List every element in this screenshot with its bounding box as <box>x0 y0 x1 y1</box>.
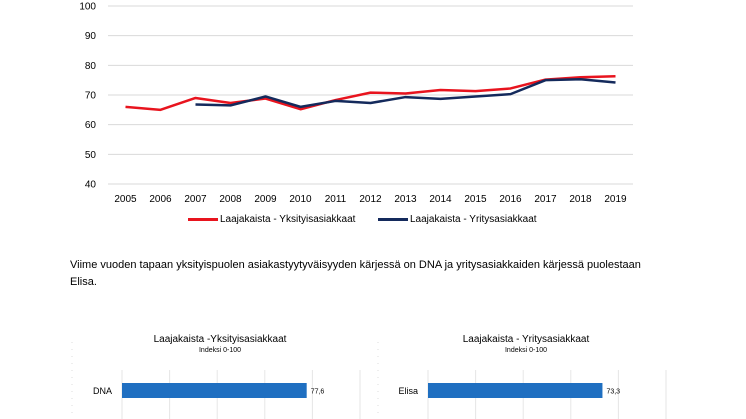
x-tick-label: 2010 <box>289 194 312 205</box>
legend-item-yksityisasiakkaat: Laajakaista - Yksityisasiakkaat <box>188 214 355 225</box>
bar-panel-title: Laajakaista -Yksityisasiakkaat <box>153 334 287 345</box>
x-tick-label: 2006 <box>149 194 172 205</box>
x-tick-label: 2016 <box>499 194 522 205</box>
x-tick-label: 2014 <box>429 194 452 205</box>
legend-swatch-red <box>188 218 218 221</box>
bar-category-label: DNA <box>93 386 112 396</box>
x-tick-label: 2007 <box>184 194 207 205</box>
bar-panel-title: Laajakaista - Yritysasiakkaat <box>462 334 590 345</box>
legend-swatch-navy <box>378 218 408 221</box>
bar-value-label: 73,3 <box>606 389 620 396</box>
x-tick-label: 2009 <box>254 194 277 205</box>
line-chart: 40 50 60 70 80 90 100 2005 2006 2007 2008 2009 2010 2… <box>79 2 633 205</box>
bar-dna <box>122 383 307 398</box>
y-tick-label: 50 <box>85 150 97 161</box>
legend-item-yritysasiakkaat: Laajakaista - Yritysasiakkaat <box>378 214 537 225</box>
legend-label-yksityisasiakkaat: Laajakaista - Yksityisasiakkaat <box>220 214 356 225</box>
bar-panel-yritysasiakkaat: Laajakaista - Yritysasiakkaat Indeksi 0-… <box>376 320 676 419</box>
y-tick-label: 40 <box>85 180 97 191</box>
y-tick-label: 90 <box>85 31 97 42</box>
series-line-yksityisasiakkaat <box>125 75 616 112</box>
x-tick-label: 2015 <box>464 194 487 205</box>
x-tick-label: 2012 <box>359 194 382 205</box>
x-tick-label: 2008 <box>219 194 242 205</box>
x-tick-label: 2018 <box>569 194 592 205</box>
x-tick-label: 2013 <box>394 194 417 205</box>
bar-chart-yritysasiakkaat: Elisa 73,3 <box>377 342 667 419</box>
body-paragraph: Viime vuoden tapaan yksityispuolen asiak… <box>70 259 641 288</box>
legend-label-yritysasiakkaat: Laajakaista - Yritysasiakkaat <box>410 214 537 225</box>
series-line-yritysasiakkaat <box>195 78 616 109</box>
x-tick-label: 2011 <box>325 194 347 205</box>
x-tick-label: 2019 <box>604 194 627 205</box>
bar-elisa <box>428 383 603 398</box>
bar-value-label: 77,6 <box>311 389 325 396</box>
y-tick-label: 70 <box>85 91 97 102</box>
y-tick-label: 80 <box>85 61 97 72</box>
y-tick-label: 100 <box>79 2 96 13</box>
bar-panel-subtitle: Indeksi 0-100 <box>504 347 548 354</box>
x-tick-label: 2017 <box>534 194 557 205</box>
bar-panel-yksityisasiakkaat: Laajakaista -Yksityisasiakkaat Indeksi 0… <box>70 320 370 419</box>
bar-category-label: Elisa <box>398 386 418 396</box>
bar-chart-yksityisasiakkaat: DNA 77,6 <box>71 342 361 419</box>
bar-panel-subtitle: Indeksi 0-100 <box>198 347 242 354</box>
x-tick-label: 2005 <box>114 194 137 205</box>
line-chart-legend: Laajakaista - Yksityisasiakkaat Laajakai… <box>0 214 746 234</box>
y-tick-label: 60 <box>85 120 97 131</box>
